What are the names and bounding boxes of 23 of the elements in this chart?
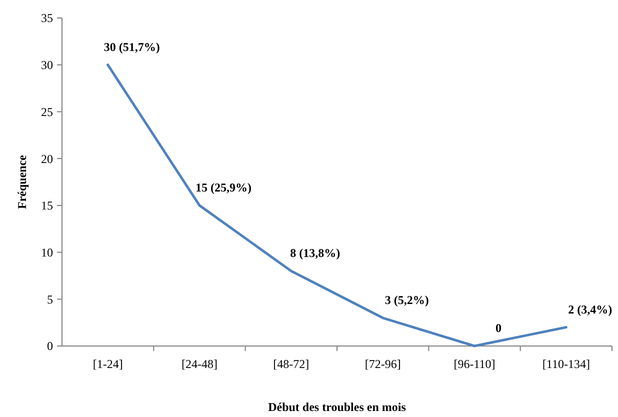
data-label: 8 (13,8%)	[290, 246, 340, 260]
line-series	[106, 64, 568, 348]
data-label: 3 (5,2%)	[384, 292, 429, 307]
y-tick-label: 5	[47, 292, 53, 306]
x-tick-label: [48-72]	[273, 357, 310, 371]
y-tick-label: 25	[41, 104, 53, 119]
x-tick-label: [1-24]	[92, 357, 123, 371]
y-tick-label: 30	[41, 58, 53, 72]
data-label: 2 (3,4%)	[568, 302, 612, 316]
y-tick-label: 15	[41, 198, 53, 213]
data-label: 0	[496, 321, 502, 335]
data-label: 30 (51,7%)	[104, 40, 160, 54]
data-label: 15 (25,9%)	[196, 180, 252, 194]
y-tick-label: 0	[47, 339, 53, 354]
y-tick-label: 20	[41, 152, 53, 166]
x-axis-title: Début des troubles en mois	[268, 400, 406, 414]
x-tick-label: [96-110]	[454, 357, 496, 371]
y-axis-title: Fréquence	[15, 154, 29, 209]
x-tick-label: [24-48]	[182, 357, 218, 371]
y-tick-label: 35	[41, 11, 53, 26]
y-tick-label: 10	[41, 245, 53, 260]
x-tick-label: [110-134]	[542, 357, 590, 371]
x-tick-label: [72-96]	[364, 357, 401, 371]
